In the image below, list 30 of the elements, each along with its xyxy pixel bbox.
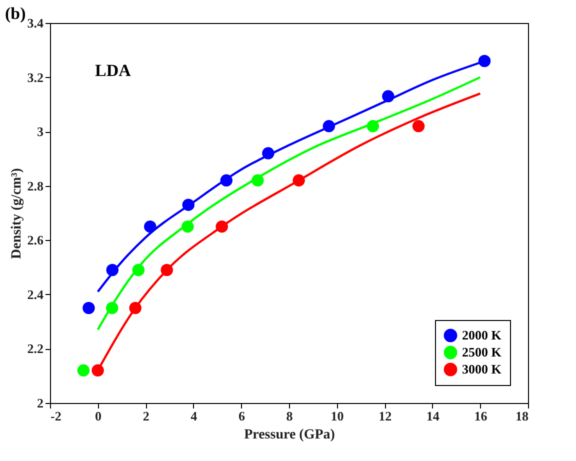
point: [77, 364, 90, 377]
x-tick-label: 2: [142, 408, 150, 424]
x-tick-label: 6: [238, 408, 246, 424]
y-tick-label: 2.8: [27, 178, 44, 194]
x-tick-label: 18: [516, 408, 529, 424]
y-tick-label: 2: [37, 396, 44, 410]
legend-label: 2000 K: [462, 328, 502, 342]
x-tick-label: -2: [50, 408, 62, 424]
point: [412, 120, 425, 132]
y-tick-label: 3: [37, 124, 44, 140]
y-axis-title: Density (g/cm³): [9, 168, 24, 259]
x-axis-title: Pressure (GPa): [244, 428, 336, 442]
y-tick-label: 3.4: [27, 16, 44, 30]
chart-title: (b): [5, 4, 26, 23]
x-tick-label: 8: [286, 408, 294, 424]
x-tick-label: 12: [378, 408, 392, 424]
x-tick-label: 0: [95, 408, 102, 424]
x-tick-label: 10: [330, 408, 344, 424]
point: [82, 302, 95, 314]
legend-label: 3000 K: [462, 362, 502, 376]
annotation: LDA: [95, 61, 132, 80]
y-tick-label: 3.2: [27, 70, 44, 85]
x-tick-label: 16: [474, 408, 488, 424]
y-tick-label: 2.6: [27, 232, 44, 248]
line-series: [96, 76, 482, 331]
y-tick-label: 2.2: [27, 341, 44, 356]
x-tick-label: 14: [426, 408, 440, 424]
y-tick-label: 2.4: [27, 286, 44, 302]
x-tick-label: 4: [190, 408, 198, 424]
legend-label: 2500 K: [462, 344, 502, 360]
